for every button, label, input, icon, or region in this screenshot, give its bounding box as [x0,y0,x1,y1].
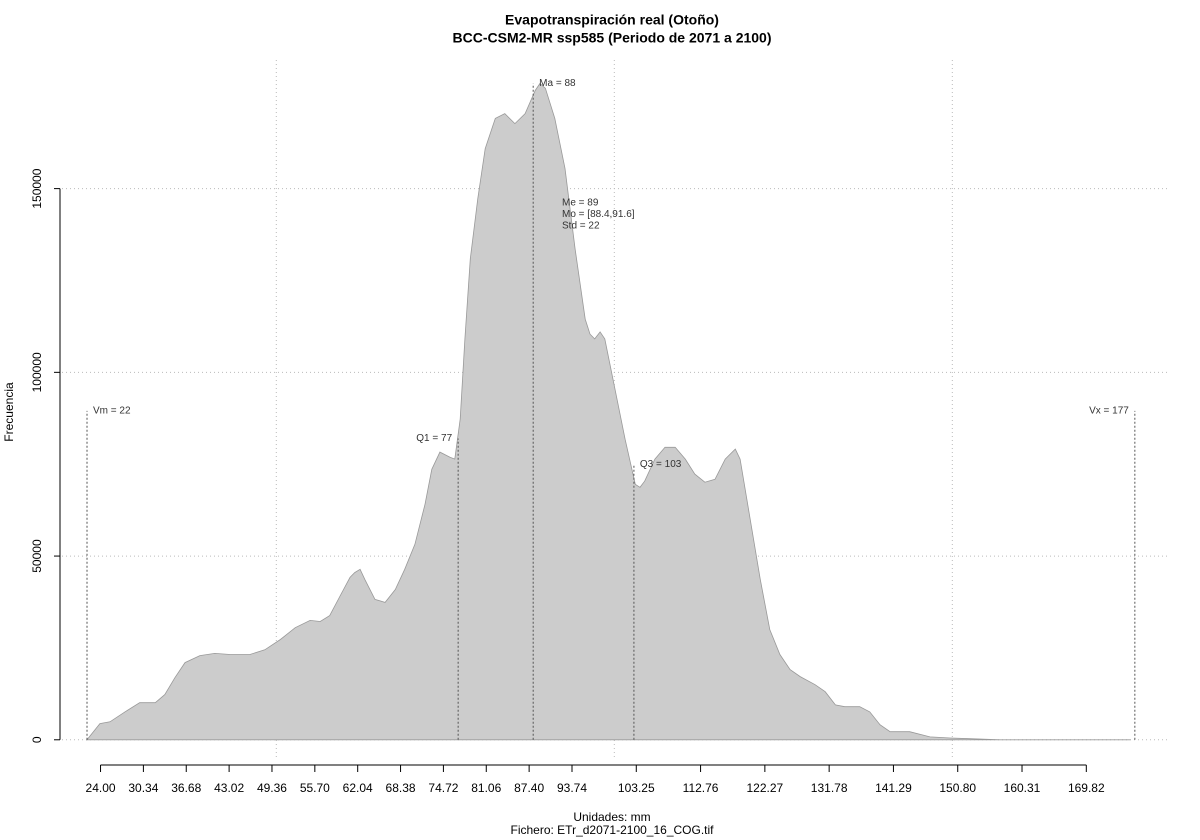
caption: Fichero: ETr_d2071-2100_16_COG.tif [511,823,715,837]
stat-label: Mo = [88.4,91.6] [562,209,635,220]
x-tick-label: 49.36 [257,781,287,795]
y-tick-label: 50000 [30,539,44,573]
x-tick-label: 36.68 [171,781,201,795]
x-tick-label: 160.31 [1004,781,1041,795]
x-tick-label: 150.80 [939,781,976,795]
x-tick-label: 74.72 [428,781,458,795]
x-tick-label: 68.38 [386,781,416,795]
stat-label: Me = 89 [562,198,599,209]
x-tick-label: 112.76 [683,781,719,795]
chart-title: Evapotranspiración real (Otoño) [505,12,719,28]
y-tick-label: 100000 [30,352,44,392]
x-tick-label: 30.34 [128,781,158,795]
y-axis-label: Frecuencia [2,382,16,442]
x-tick-label: 169.82 [1068,781,1105,795]
annotation-label: Q1 = 77 [416,433,452,444]
x-axis-label: Unidades: mm [573,810,650,824]
y-tick-label: 0 [30,736,44,743]
x-tick-label: 55.70 [300,781,330,795]
x-tick-label: 131.78 [811,781,848,795]
x-tick-label: 103.25 [618,781,655,795]
stat-label: Std = 22 [562,221,600,232]
density-area [86,82,1131,741]
annotation-label: Ma = 88 [539,78,576,89]
x-tick-label: 141.29 [875,781,912,795]
chart-subtitle: BCC-CSM2-MR ssp585 (Periodo de 2071 a 21… [453,30,772,46]
annotation-label: Vx = 177 [1089,406,1129,417]
x-tick-label: 43.02 [214,781,244,795]
x-tick-label: 93.74 [557,781,587,795]
y-tick-label: 150000 [30,168,44,208]
x-tick-label: 24.00 [86,781,116,795]
x-tick-label: 62.04 [343,781,373,795]
x-tick-label: 87.40 [514,781,544,795]
x-tick-label: 81.06 [471,781,501,795]
annotation-label: Vm = 22 [93,406,131,417]
annotation-label: Q3 = 103 [640,459,682,470]
x-tick-label: 122.27 [747,781,784,795]
